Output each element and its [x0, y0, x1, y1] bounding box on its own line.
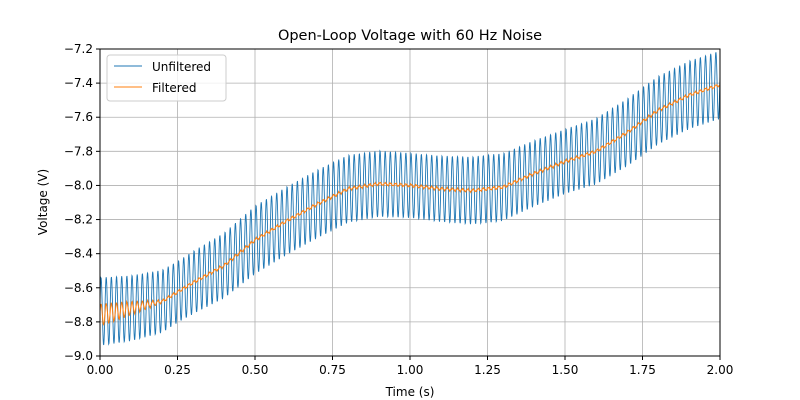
y-tick-label: −7.8: [64, 144, 93, 158]
x-tick-label: 1.75: [629, 363, 656, 377]
y-axis-ticks: −9.0 −8.8 −8.6 −8.4 −8.2 −8.0 −7.8 −7.6 −7.4 −7.2: [64, 42, 100, 363]
x-tick-label: 1.25: [474, 363, 501, 377]
y-tick-label: −8.0: [64, 178, 93, 192]
x-tick-label: 0.00: [87, 363, 114, 377]
x-tick-label: 1.50: [552, 363, 579, 377]
y-tick-label: −8.8: [64, 315, 93, 329]
legend-label-filtered: Filtered: [152, 81, 196, 95]
series-line-filtered: [99, 83, 721, 326]
y-tick-label: −8.2: [64, 213, 93, 227]
y-tick-label: −7.4: [64, 76, 93, 90]
x-axis-ticks: 0.00 0.25 0.50 0.75 1.00 1.25 1.50 1.75 2.00: [87, 356, 734, 377]
y-tick-label: −8.4: [64, 247, 93, 261]
series-line-unfiltered: [99, 52, 721, 346]
x-tick-label: 2.00: [707, 363, 734, 377]
legend: Unfiltered Filtered: [106, 54, 227, 102]
x-tick-label: 0.50: [242, 363, 269, 377]
y-tick-label: −7.6: [64, 110, 93, 124]
y-axis-label: Voltage (V): [36, 169, 50, 235]
y-tick-label: −7.2: [64, 42, 93, 56]
x-tick-label: 0.75: [319, 363, 346, 377]
x-tick-label: 1.00: [397, 363, 424, 377]
y-tick-label: −9.0: [64, 349, 93, 363]
chart-title: Open-Loop Voltage with 60 Hz Noise: [278, 28, 542, 44]
plot-area: [99, 52, 721, 346]
y-tick-label: −8.6: [64, 281, 93, 295]
x-tick-label: 0.25: [164, 363, 191, 377]
x-axis-label: Time (s): [385, 385, 435, 399]
legend-label-unfiltered: Unfiltered: [152, 60, 211, 74]
